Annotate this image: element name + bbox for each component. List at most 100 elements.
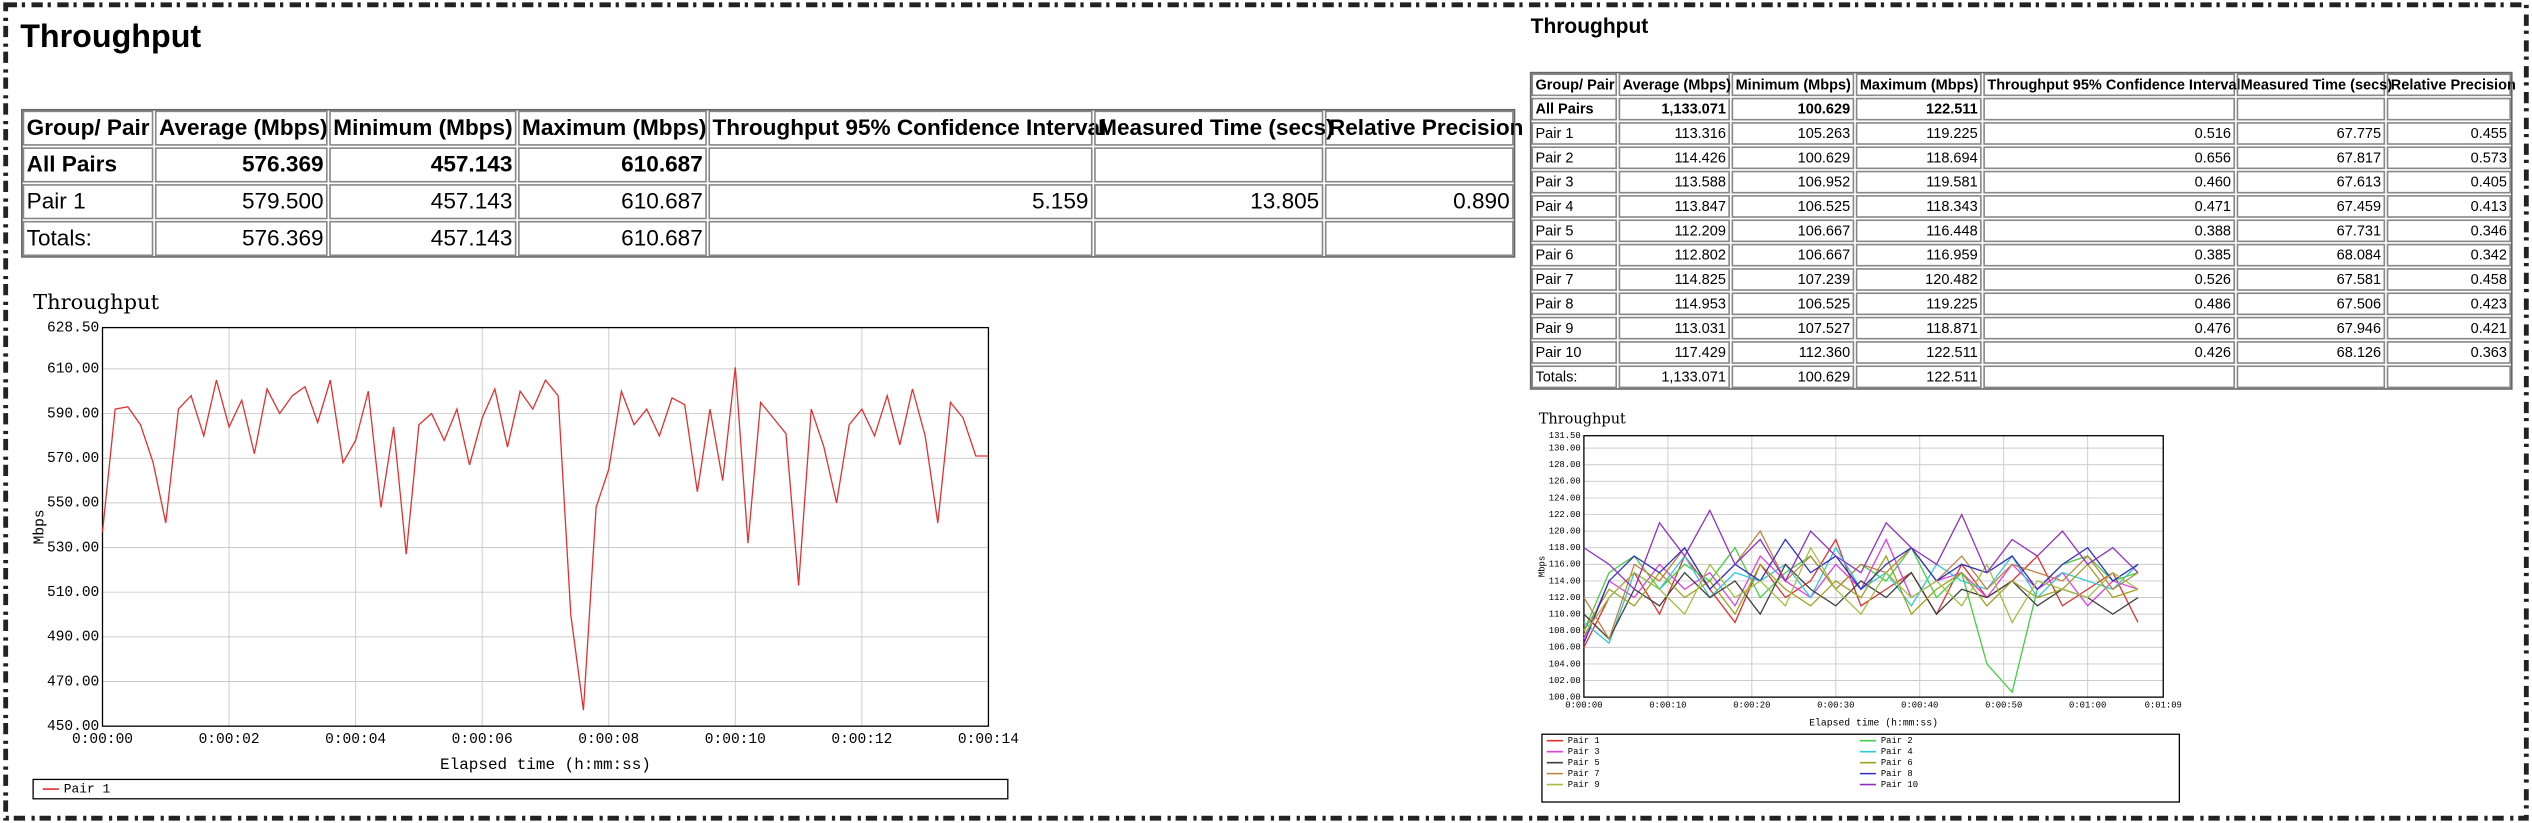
- table-cell: [22, 220, 154, 257]
- legend-label: Pair 7: [1568, 769, 1600, 779]
- table-cell: [1618, 122, 1730, 145]
- y-tick-label: 116.00: [1549, 560, 1581, 570]
- series-line: [101, 367, 989, 711]
- table-text: 116.959: [1926, 248, 1977, 264]
- table-text: 67.581: [2337, 272, 2381, 288]
- x-tick-label: 0:00:02: [199, 732, 260, 748]
- table-cell: [1618, 316, 1730, 340]
- table-text: 0.455: [2471, 126, 2507, 142]
- table-text: 112.209: [1675, 223, 1726, 239]
- table-text: 0.346: [2471, 223, 2507, 239]
- table-text: 119.225: [1926, 296, 1977, 312]
- y-tick-label: 108.00: [1549, 626, 1581, 636]
- table-cell: [2236, 219, 2386, 243]
- table-cell: [1983, 195, 2236, 218]
- table-text: 68.084: [2337, 248, 2381, 264]
- y-tick-label: 590.00: [47, 406, 99, 422]
- legend-label: Pair 8: [1881, 769, 1913, 779]
- table-header: Maximum (Mbps): [522, 115, 706, 140]
- table-text: 122.511: [1926, 345, 1977, 361]
- y-axis-label: Mbps: [1537, 556, 1547, 577]
- y-tick-label: 102.00: [1549, 676, 1581, 686]
- table-cell: [1094, 110, 1324, 146]
- y-tick-label: 124.00: [1549, 493, 1581, 503]
- table-text: 0.458: [2471, 272, 2507, 288]
- table-text: 112.360: [1799, 345, 1850, 361]
- table-text: 114.953: [1675, 296, 1726, 312]
- table-text: 113.847: [1675, 199, 1726, 215]
- legend-label: Pair 10: [1881, 780, 1918, 790]
- table-cell: [1983, 122, 2236, 145]
- table-text: 106.525: [1798, 199, 1850, 215]
- table-text: Pair 1: [1535, 126, 1573, 142]
- x-tick-label: 0:00:50: [1985, 700, 2022, 710]
- table-cell: [708, 220, 1093, 257]
- x-tick-label: 0:00:08: [578, 732, 639, 748]
- y-tick-label: 490.00: [47, 630, 99, 646]
- table-text: 0.426: [2195, 345, 2231, 361]
- table-cell: [1855, 365, 1982, 389]
- table-cell: [1324, 184, 1514, 220]
- table-cell: [708, 184, 1093, 220]
- table-cell: [1618, 219, 1730, 243]
- table-text: 0.363: [2471, 345, 2507, 361]
- table-text: 118.871: [1926, 321, 1977, 337]
- table-cell: [1855, 341, 1982, 364]
- series-line: [1583, 537, 2139, 648]
- table-cell: [2386, 243, 2511, 267]
- table-text: 114.426: [1675, 150, 1726, 166]
- x-tick-label: 0:00:00: [1565, 700, 1602, 710]
- table-header: Relative Precision: [2391, 77, 2516, 93]
- y-tick-label: 130.00: [1549, 443, 1581, 453]
- table-text: 576.369: [242, 152, 324, 177]
- table-cell: [518, 147, 707, 183]
- table-cell: [1531, 243, 1617, 267]
- x-tick-label: 0:00:00: [72, 732, 133, 748]
- table-text: 610.687: [621, 188, 703, 213]
- table-cell: [2236, 268, 2386, 291]
- table-text: 122.511: [1926, 369, 1977, 385]
- table-header: Throughput 95% Confidence Interval: [1987, 77, 2240, 93]
- table-text: 112.802: [1675, 248, 1726, 264]
- legend-label: Pair 3: [1568, 747, 1600, 757]
- table-text: 67.459: [2337, 199, 2381, 215]
- table-cell: [1983, 73, 2236, 97]
- table-cell: [1531, 316, 1617, 340]
- table-cell: [1855, 73, 1982, 97]
- table-text: 117.429: [1675, 345, 1726, 361]
- table-cell: [1094, 147, 1324, 183]
- table-cell: [708, 147, 1093, 183]
- table-text: Pair 8: [1535, 296, 1573, 312]
- table-cell: [1531, 341, 1617, 364]
- legend-label: Pair 6: [1881, 758, 1913, 768]
- table-cell: [1855, 292, 1982, 316]
- series-line: [1583, 554, 2139, 632]
- table-text: 107.527: [1798, 321, 1850, 337]
- table-cell: [154, 147, 328, 183]
- table-text: 116.448: [1926, 223, 1977, 239]
- table-header: Group/ Pair: [1535, 77, 1614, 93]
- x-axis-label: Elapsed time (h:mm:ss): [440, 756, 651, 774]
- table-cell: [1983, 341, 2236, 364]
- x-axis-label: Elapsed time (h:mm:ss): [1809, 718, 1938, 729]
- y-tick-label: 104.00: [1549, 659, 1581, 669]
- table-cell: [1983, 97, 2236, 121]
- y-tick-label: 110.00: [1549, 609, 1581, 619]
- table-cell: [1618, 341, 1730, 364]
- table-header: Measured Time (secs): [2241, 77, 2393, 93]
- table-text: 106.525: [1798, 296, 1850, 312]
- table-text: Pair 6: [1535, 248, 1573, 264]
- table-cell: [2386, 122, 2511, 145]
- table-text: 67.613: [2337, 175, 2381, 191]
- series-line: [1583, 529, 2139, 641]
- table-cell: [2236, 146, 2386, 170]
- table-cell: [2386, 219, 2511, 243]
- y-tick-label: 120.00: [1549, 526, 1581, 536]
- table-cell: [1731, 292, 1855, 316]
- table-text: 0.423: [2471, 296, 2507, 312]
- table-text: 122.511: [1926, 102, 1978, 118]
- table-text: 0.486: [2195, 296, 2231, 312]
- y-tick-label: 510.00: [47, 585, 99, 601]
- table-cell: [1731, 73, 1855, 97]
- table-cell: [1731, 341, 1855, 364]
